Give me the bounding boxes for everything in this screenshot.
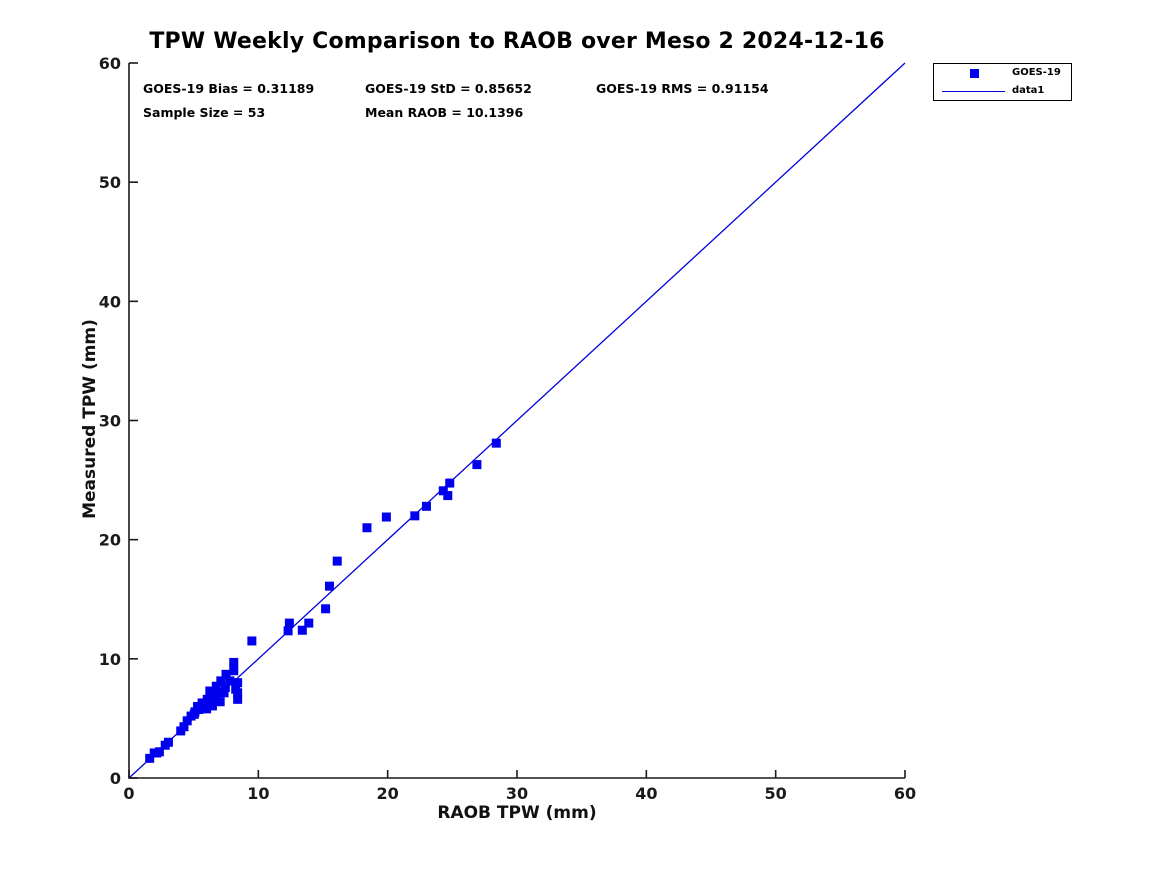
scatter-point xyxy=(297,625,307,635)
x-tick-label: 50 xyxy=(765,784,787,803)
scatter-point xyxy=(445,478,455,488)
scatter-point xyxy=(216,676,226,686)
scatter-point xyxy=(207,701,217,711)
stat-std: GOES-19 StD = 0.85652 xyxy=(365,81,532,96)
scatter-point xyxy=(211,681,221,691)
scatter-point xyxy=(205,686,215,696)
x-axis-label: RAOB TPW (mm) xyxy=(437,803,597,823)
scatter-point xyxy=(179,722,189,732)
scatter-point xyxy=(194,704,204,714)
scatter-point xyxy=(229,657,239,667)
line-swatch-icon xyxy=(942,91,1005,92)
square-marker-icon xyxy=(970,69,979,78)
scatter-point xyxy=(145,753,155,763)
scatter-point xyxy=(324,581,334,591)
y-tick-label: 10 xyxy=(99,650,121,669)
y-tick-label: 60 xyxy=(99,54,121,73)
scatter-point xyxy=(233,678,243,688)
stat-rms: GOES-19 RMS = 0.91154 xyxy=(596,81,769,96)
chart-title: TPW Weekly Comparison to RAOB over Meso … xyxy=(149,29,885,54)
stat-sample-size: Sample Size = 53 xyxy=(143,105,266,120)
x-tick-label: 0 xyxy=(123,784,134,803)
y-tick-label: 40 xyxy=(99,292,121,311)
scatter-point xyxy=(205,693,215,703)
scatter-point xyxy=(438,486,448,496)
scatter-point xyxy=(225,676,235,686)
scatter-point xyxy=(199,699,209,709)
scatter-point xyxy=(229,666,239,676)
scatter-point xyxy=(233,694,243,704)
identity-line xyxy=(128,62,906,779)
legend-entry-data1: data1 xyxy=(934,82,1071,100)
x-tick-label: 60 xyxy=(894,784,916,803)
x-tick-label: 30 xyxy=(506,784,528,803)
y-tick-label: 20 xyxy=(99,531,121,550)
scatter-point xyxy=(332,556,342,566)
y-tick-label: 50 xyxy=(99,173,121,192)
x-tick-label: 40 xyxy=(635,784,657,803)
x-tick-label: 20 xyxy=(377,784,399,803)
y-tick-label: 30 xyxy=(99,412,121,431)
scatter-point xyxy=(163,737,173,747)
stat-mean-raob: Mean RAOB = 10.1396 xyxy=(365,105,524,120)
legend-entry-goes19: GOES-19 xyxy=(934,64,1071,82)
scatter-point xyxy=(211,690,221,700)
scatter-point xyxy=(472,460,482,470)
y-axis-label: Measured TPW (mm) xyxy=(80,319,100,519)
scatter-point xyxy=(410,511,420,521)
scatter-point xyxy=(182,716,192,726)
legend-label-data1: data1 xyxy=(1012,85,1045,96)
scatter-point xyxy=(221,669,231,679)
y-tick-label: 0 xyxy=(110,769,121,788)
scatter-point xyxy=(219,688,229,698)
scatter-point xyxy=(421,501,431,511)
scatter-point xyxy=(154,747,164,757)
x-tick-label: 10 xyxy=(247,784,269,803)
scatter-point xyxy=(491,438,501,448)
scatter-point xyxy=(362,523,372,533)
stat-bias: GOES-19 Bias = 0.31189 xyxy=(143,81,315,96)
scatter-point xyxy=(321,604,331,614)
scatter-point xyxy=(381,512,391,522)
legend: GOES-19 data1 xyxy=(933,63,1072,101)
scatter-point xyxy=(233,688,243,698)
scatter-point xyxy=(247,636,257,646)
legend-label-goes19: GOES-19 xyxy=(1012,67,1061,78)
scatter-point xyxy=(283,626,293,636)
scatter-point xyxy=(304,618,314,628)
scatter-point xyxy=(284,618,294,628)
scatter-point xyxy=(215,697,225,707)
scatter-point xyxy=(202,704,212,714)
scatter-point xyxy=(220,682,230,692)
scatter-point xyxy=(443,491,453,501)
